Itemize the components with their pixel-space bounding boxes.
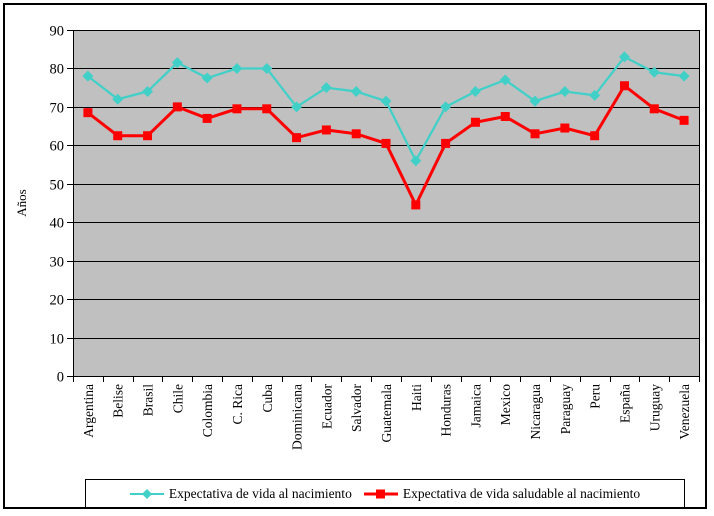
data-point-marker: [172, 102, 182, 112]
data-point-marker: [380, 95, 392, 107]
data-point-marker: [231, 62, 243, 74]
x-category-label: Venezuela: [677, 384, 692, 439]
y-tick-label: 80: [50, 62, 65, 78]
x-category-label: España: [617, 384, 632, 423]
data-point-marker: [618, 51, 630, 63]
data-point-marker: [678, 70, 690, 82]
legend-item-expectativa-vida: Expectativa de vida al nacimiento: [129, 485, 352, 502]
data-point-marker: [232, 104, 242, 114]
x-category-label: Belise: [111, 384, 126, 418]
data-point-marker: [589, 89, 601, 101]
data-point-marker: [619, 81, 629, 91]
data-point-marker: [113, 131, 123, 141]
data-point-marker: [441, 138, 451, 148]
data-point-marker: [381, 138, 391, 148]
y-axis-title: Años: [14, 189, 29, 216]
x-category-label: Salvador: [349, 384, 364, 432]
data-point-marker: [351, 129, 361, 139]
data-point-marker: [530, 129, 540, 139]
data-point-marker: [648, 66, 660, 78]
data-point-marker: [171, 57, 183, 69]
data-point-marker: [83, 108, 93, 118]
data-point-marker: [590, 131, 600, 141]
data-point-marker: [560, 123, 570, 133]
y-tick-label: 10: [50, 332, 65, 348]
x-category-label: Mexico: [498, 384, 513, 425]
plot-area: [73, 30, 700, 377]
data-point-marker: [499, 74, 511, 86]
data-point-marker: [112, 93, 124, 105]
y-tick-label: 60: [50, 139, 65, 155]
data-point-marker: [142, 86, 154, 98]
data-point-marker: [440, 101, 452, 113]
x-category-label: Guatemala: [379, 384, 394, 442]
y-tick-label: 40: [50, 216, 65, 232]
data-point-marker: [201, 72, 213, 84]
x-category-label: Colombia: [200, 384, 215, 437]
x-category-label: Paraguay: [558, 384, 573, 434]
data-point-marker: [411, 200, 421, 210]
y-tick-label: 0: [57, 370, 64, 386]
x-category-label: Peru: [588, 384, 603, 409]
x-category-label: Uruguay: [647, 384, 662, 431]
data-point-marker: [292, 133, 302, 143]
data-point-marker: [291, 101, 303, 113]
x-category-label: Honduras: [439, 384, 454, 437]
x-category-label: Brasil: [141, 384, 156, 416]
y-tick-label: 50: [50, 178, 65, 194]
x-category-label: Jamaica: [468, 384, 483, 427]
data-point-marker: [559, 86, 571, 98]
legend-line-square-icon: [363, 489, 398, 498]
data-point-marker: [202, 113, 212, 123]
data-point-marker: [500, 112, 510, 121]
x-category-label: C. Rica: [230, 384, 245, 425]
legend: Expectativa de vida al nacimiento Expect…: [85, 479, 685, 508]
x-category-label: Cuba: [260, 384, 275, 413]
data-point-marker: [350, 86, 362, 98]
y-tick-label: 20: [50, 293, 65, 309]
data-point-marker: [529, 95, 541, 107]
data-point-marker: [410, 155, 422, 167]
data-point-marker: [320, 82, 332, 94]
data-point-marker: [470, 117, 480, 127]
data-point-marker: [143, 131, 153, 141]
x-category-label: Argentina: [81, 384, 96, 438]
x-category-label: Dominicana: [290, 384, 305, 450]
legend-label-expectativa-vida-saludable: Expectativa de vida saludable al nacimie…: [402, 485, 641, 501]
y-tick-label: 30: [50, 255, 65, 271]
x-category-label: Ecuador: [319, 384, 334, 429]
x-category-label: Chile: [170, 384, 185, 413]
legend-item-expectativa-vida-saludable: Expectativa de vida saludable al nacimie…: [363, 485, 641, 502]
data-point-marker: [82, 70, 94, 82]
legend-label-expectativa-vida: Expectativa de vida al nacimiento: [168, 485, 352, 501]
data-point-marker: [469, 86, 481, 98]
y-tick-label: 90: [50, 24, 65, 40]
y-tick-label: 70: [50, 101, 65, 117]
data-point-marker: [649, 104, 659, 114]
data-point-marker: [321, 125, 331, 135]
data-point-marker: [679, 115, 689, 125]
x-category-label: Haiti: [409, 384, 424, 411]
data-point-marker: [262, 104, 272, 114]
x-category-label: Nicaragua: [528, 384, 543, 439]
data-point-marker: [261, 62, 273, 74]
legend-line-diamond-icon: [129, 488, 164, 499]
